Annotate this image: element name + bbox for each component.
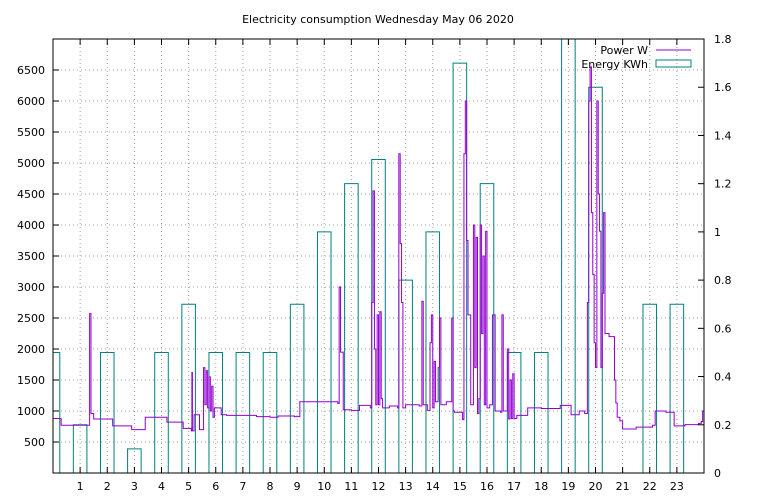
- energy-box: [208, 351, 224, 473]
- y-tick-label: 5000: [17, 157, 45, 170]
- energy-box: [72, 424, 88, 473]
- energy-box: [506, 351, 522, 473]
- y2-tick-label: 1.2: [714, 178, 732, 191]
- energy-box: [642, 303, 658, 473]
- x-tick-label: 4: [158, 480, 165, 493]
- x-tick-label: 6: [212, 480, 219, 493]
- y-tick-label: 4000: [17, 219, 45, 232]
- y-axis-left: 500 1000 1500 2000 2500 3000 3500 4000 4500 5000 5…: [17, 64, 59, 449]
- y-tick-label: 2000: [17, 343, 45, 356]
- x-tick-label: 1: [77, 480, 84, 493]
- chart-title: Electricity consumption Wednesday May 06…: [242, 13, 514, 26]
- energy-box: [127, 448, 142, 473]
- x-tick-label: 5: [185, 480, 192, 493]
- energy-box: [398, 279, 413, 473]
- y2-tick-label: 0.4: [714, 371, 732, 384]
- energy-box: [52, 351, 61, 473]
- y2-tick-label: 1.8: [714, 33, 732, 46]
- energy-box: [235, 351, 251, 473]
- x-tick-label: 16: [480, 480, 494, 493]
- legend-swatch-energy: [655, 59, 692, 68]
- x-tick-label: 9: [294, 480, 301, 493]
- energy-box: [289, 303, 305, 473]
- energy-box: [99, 351, 115, 473]
- y-tick-label: 500: [24, 436, 45, 449]
- x-tick-label: 19: [561, 480, 575, 493]
- x-tick-label: 3: [131, 480, 138, 493]
- x-tick-label: 10: [317, 480, 331, 493]
- x-tick-label: 12: [372, 480, 386, 493]
- y-tick-label: 6500: [17, 64, 45, 77]
- y2-tick-label: 0.6: [714, 322, 732, 335]
- y2-tick-label: 0: [714, 467, 721, 480]
- y-tick-label: 2500: [17, 312, 45, 325]
- x-axis: 1 2 3 4 5 6 7 8 9 10 11 12 13 14 15 16 17 18 19 20 21 22 23: [77, 39, 684, 493]
- energy-box: [533, 351, 549, 473]
- energy-box: [344, 183, 359, 473]
- energy-box: [669, 303, 685, 473]
- x-tick-label: 8: [267, 480, 274, 493]
- y-tick-label: 1500: [17, 374, 45, 387]
- x-tick-label: 23: [670, 480, 684, 493]
- x-tick-label: 7: [239, 480, 246, 493]
- y-tick-label: 5500: [17, 126, 45, 139]
- energy-box: [154, 351, 169, 473]
- energy-box: [316, 231, 332, 473]
- y2-tick-label: 1.4: [714, 129, 732, 142]
- y2-tick-label: 1.6: [714, 81, 732, 94]
- energy-box: [181, 303, 196, 473]
- x-tick-label: 22: [643, 480, 657, 493]
- x-tick-label: 21: [616, 480, 630, 493]
- x-tick-label: 14: [426, 480, 440, 493]
- y-tick-label: 4500: [17, 188, 45, 201]
- y2-tick-label: 0.8: [714, 274, 732, 287]
- legend-label-energy: Energy KWh: [581, 58, 648, 71]
- legend-label-power: Power W: [600, 44, 648, 57]
- energy-box: [452, 62, 468, 473]
- energy-series: [52, 38, 685, 473]
- power-line: [53, 66, 705, 432]
- x-tick-label: 15: [453, 480, 467, 493]
- x-tick-label: 18: [534, 480, 548, 493]
- x-tick-label: 11: [344, 480, 358, 493]
- x-tick-label: 17: [507, 480, 521, 493]
- power-series: [53, 66, 705, 432]
- y-axis-right: 0 0.2 0.4 0.6 0.8 1 1.2 1.4 1.6 1.8: [698, 33, 732, 480]
- y-tick-label: 6000: [17, 95, 45, 108]
- x-tick-label: 2: [104, 480, 111, 493]
- x-tick-label: 20: [589, 480, 603, 493]
- y2-tick-label: 1: [714, 226, 721, 239]
- y-tick-label: 1000: [17, 405, 45, 418]
- y2-tick-label: 0.2: [714, 419, 732, 432]
- y-tick-label: 3000: [17, 281, 45, 294]
- y-tick-label: 3500: [17, 250, 45, 263]
- energy-box: [262, 351, 278, 473]
- x-tick-label: 13: [399, 480, 413, 493]
- grid-lines: [53, 39, 704, 473]
